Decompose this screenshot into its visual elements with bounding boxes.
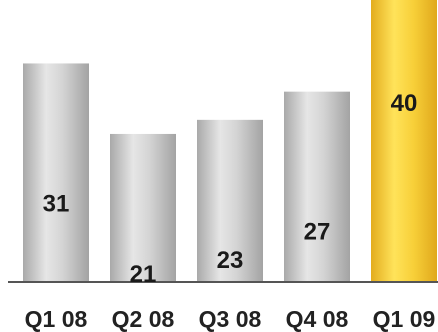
tick-label-q1-08: Q1 08 [25,306,88,332]
value-label-q3-08: 23 [217,247,244,274]
tick-label-q4-08: Q4 08 [286,306,349,332]
tick-label-q2-08: Q2 08 [112,306,175,332]
bar-q2-08 [110,133,176,282]
value-labels-group: 31 21 23 27 40 [43,90,418,288]
bar-q4-08 [284,91,350,283]
tick-label-q3-08: Q3 08 [199,306,262,332]
tick-label-q1-09: Q1 09 [373,306,436,332]
bar-q1-08 [23,63,89,283]
x-tick-labels-group: Q1 08 Q2 08 Q3 08 Q4 08 Q1 09 [25,306,436,332]
value-label-q1-08: 31 [43,190,70,217]
value-label-q2-08: 21 [130,261,157,288]
value-label-q4-08: 27 [304,219,331,246]
bar-q1-09 [371,0,437,282]
value-label-q1-09: 40 [391,90,418,117]
bars-group [23,0,437,283]
bar-q3-08 [197,119,263,282]
